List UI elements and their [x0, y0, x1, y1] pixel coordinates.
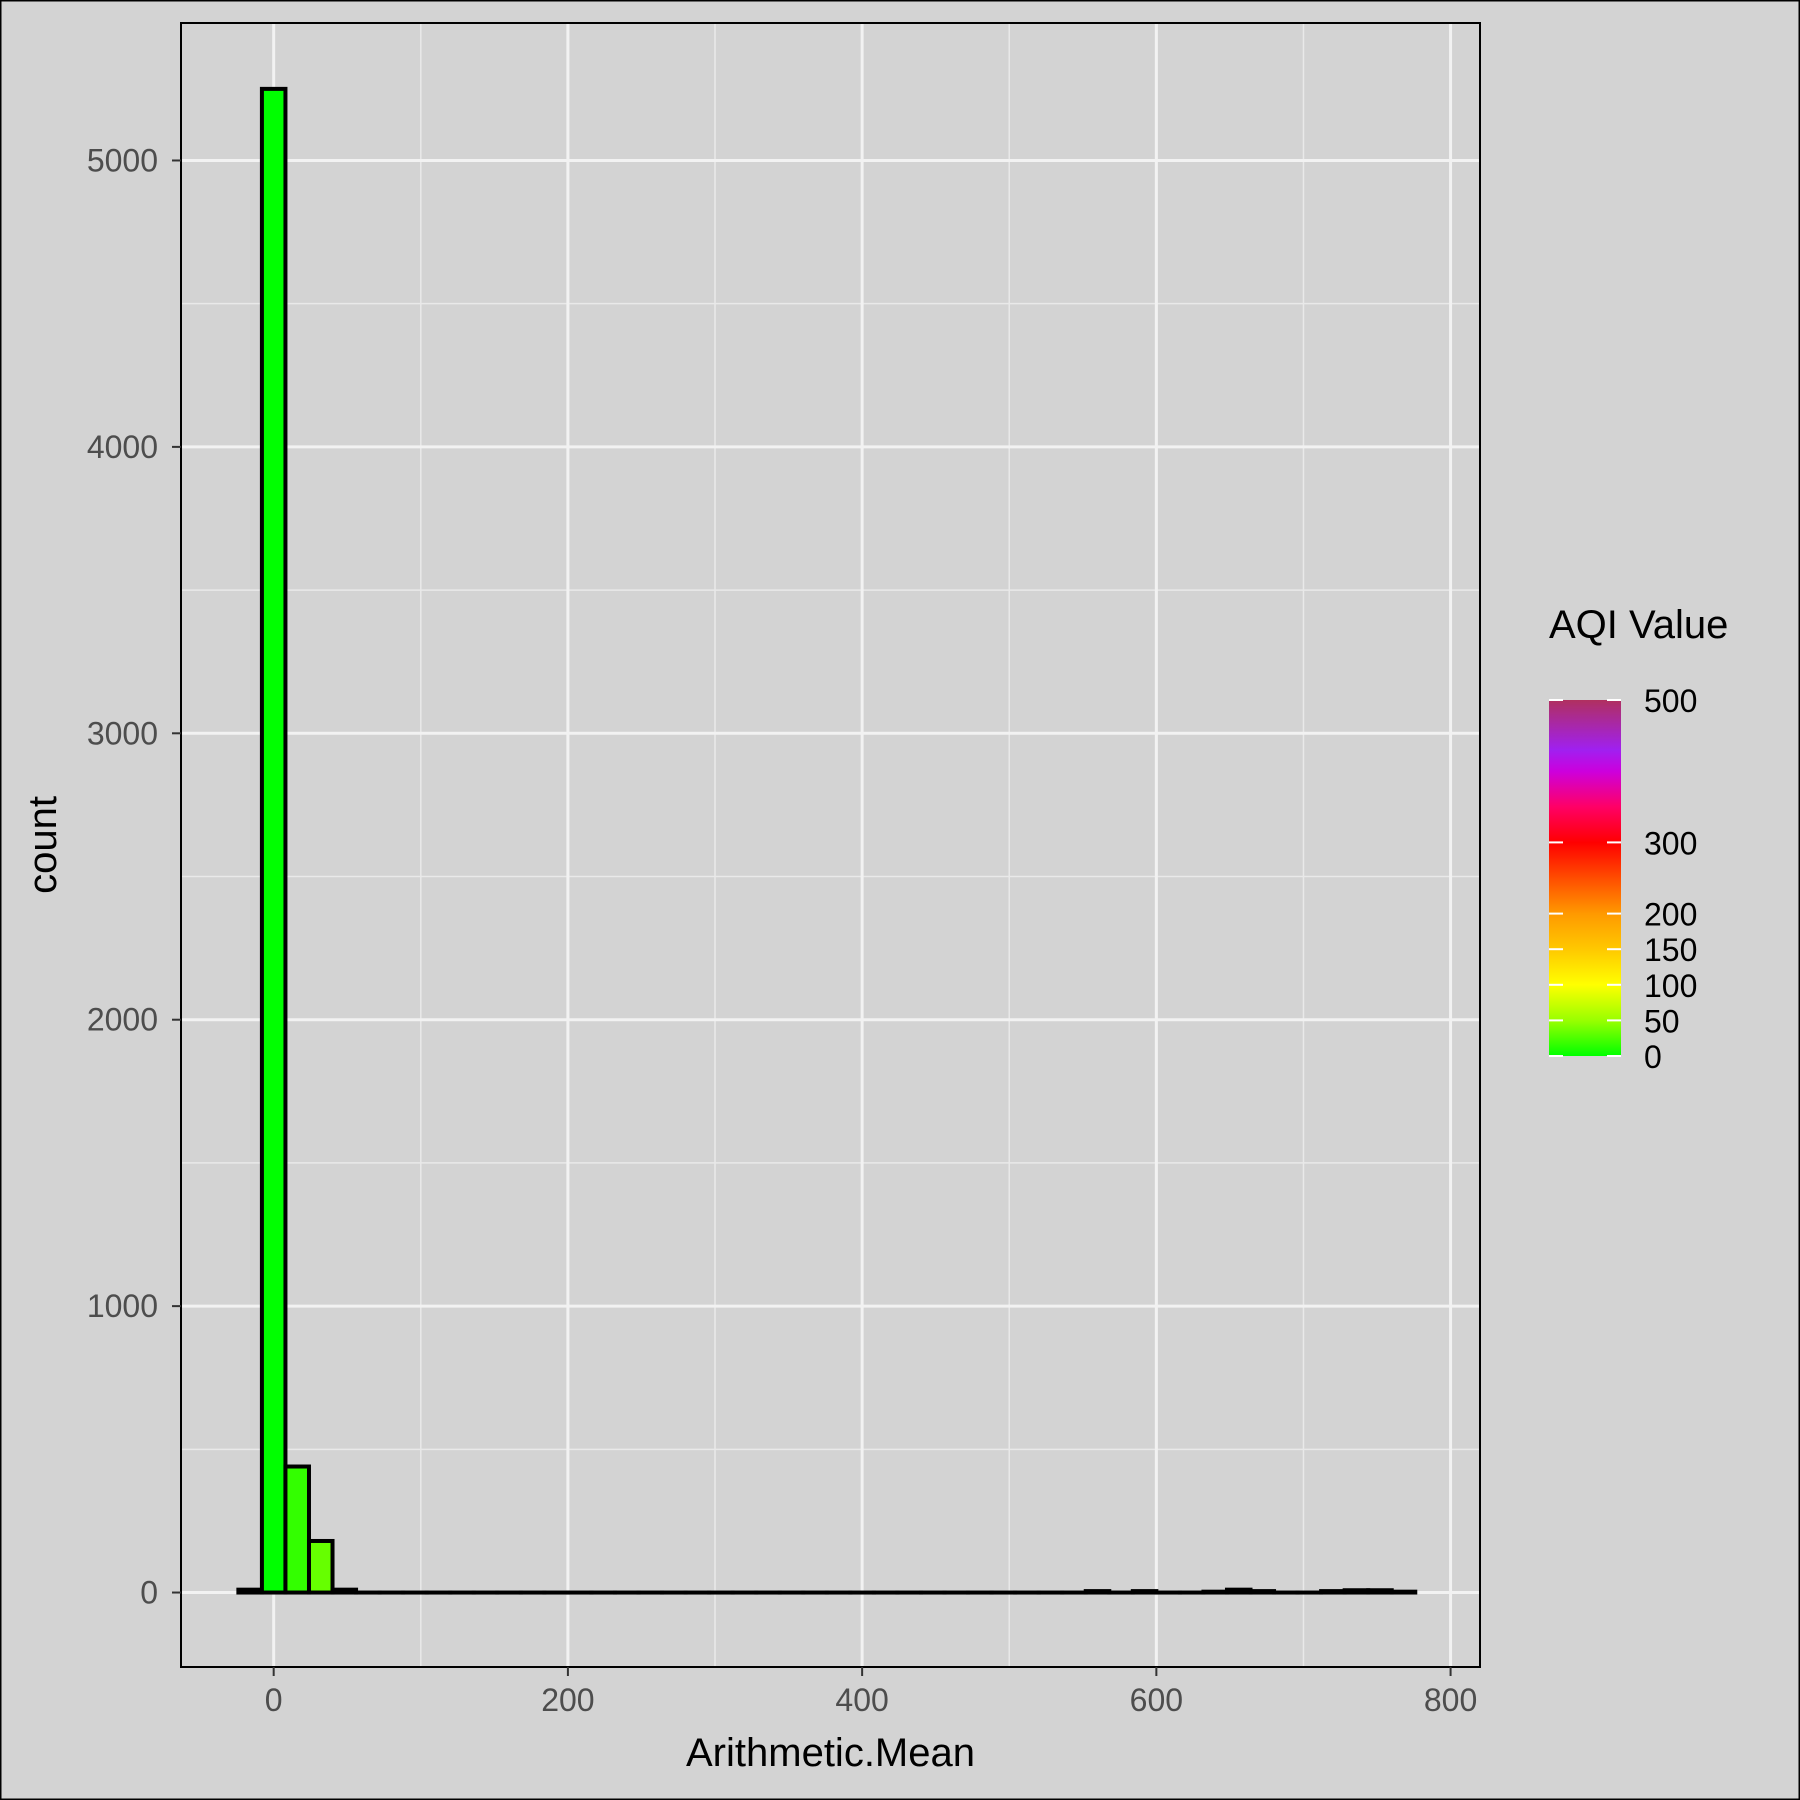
y-tick-label: 0	[140, 1575, 158, 1611]
y-axis-title: count	[21, 796, 65, 894]
legend-break-label: 100	[1644, 968, 1697, 1004]
legend-break-label: 50	[1644, 1003, 1680, 1039]
legend-break-label: 200	[1644, 897, 1697, 933]
y-tick-label: 5000	[87, 142, 158, 178]
histogram-bar	[1130, 1589, 1159, 1595]
legend-break-label: 150	[1644, 932, 1697, 968]
histogram-bar	[1319, 1589, 1347, 1595]
panel-border	[180, 22, 1481, 1668]
legend-break-label: 0	[1644, 1039, 1662, 1075]
histogram-bar	[236, 1587, 264, 1595]
y-tick-label: 3000	[87, 715, 158, 751]
x-tick-label: 600	[1130, 1682, 1183, 1718]
y-tick-label: 4000	[87, 429, 158, 465]
y-tick-label: 2000	[87, 1002, 158, 1038]
histogram-bar	[1224, 1587, 1253, 1595]
histogram-bars	[236, 86, 1418, 1595]
histogram-bar	[259, 86, 288, 1595]
legend-colorbar	[1549, 700, 1621, 1056]
x-tick-label: 800	[1424, 1682, 1477, 1718]
x-tick-label: 200	[541, 1682, 594, 1718]
x-tick-label: 0	[265, 1682, 283, 1718]
histogram-bar	[283, 1464, 311, 1595]
histogram-bar	[1389, 1589, 1418, 1595]
histogram-bar	[1248, 1589, 1277, 1595]
legend-break-label: 300	[1644, 825, 1697, 861]
histogram-bar	[1342, 1588, 1371, 1595]
histogram-bar	[1201, 1589, 1229, 1595]
histogram-bar	[306, 1538, 335, 1595]
legend-title: AQI Value	[1549, 603, 1728, 647]
histogram-bar	[1083, 1589, 1112, 1595]
x-axis-title: Arithmetic.Mean	[686, 1731, 975, 1775]
x-tick-label: 400	[835, 1682, 888, 1718]
histogram-bar	[330, 1587, 359, 1595]
legend-break-label: 500	[1644, 683, 1697, 719]
axis-ticks: 0 200 400 600 800 0 1000 2000 3000 4000 5000	[87, 142, 1477, 1718]
histogram-bar	[1366, 1588, 1394, 1595]
y-tick-label: 1000	[87, 1288, 158, 1324]
